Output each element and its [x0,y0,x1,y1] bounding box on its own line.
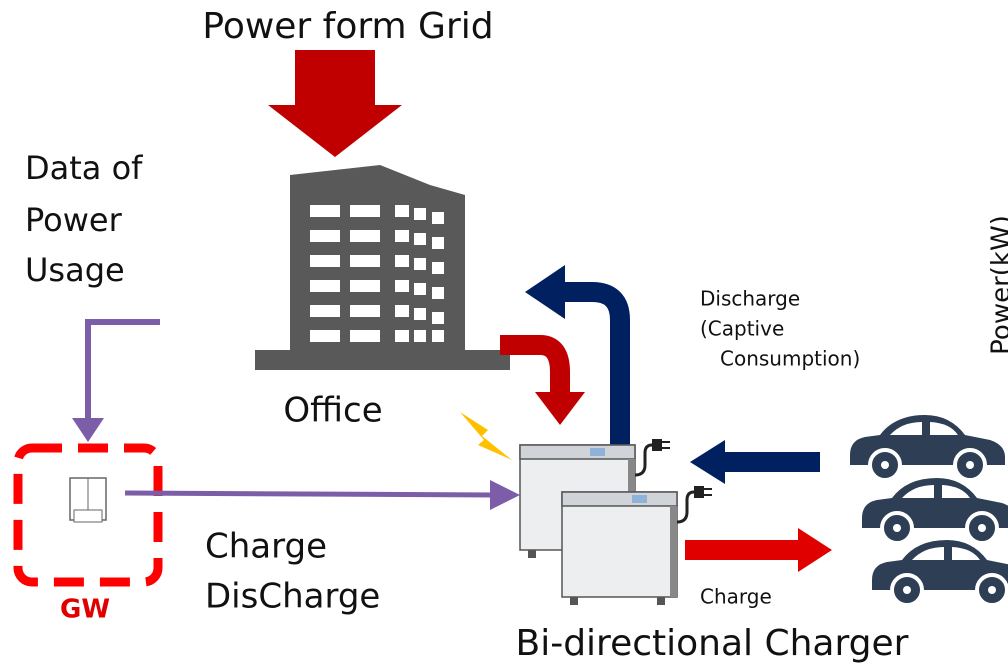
command-label: DisCharge [205,577,380,617]
data-label: Data of [25,149,143,187]
discharge-label: (Captive [700,317,784,341]
lightning-icon [460,412,512,460]
discharge-input-arrow [720,452,820,472]
axis-label: Power(kW) [987,215,1008,355]
ev-car [862,478,1008,543]
office-label: Office [283,391,382,431]
charge-label: Charge [700,585,772,609]
ev-car [850,415,1005,480]
charge-output-arrow [685,540,800,560]
gateway-label: GW [60,595,110,625]
ev-car [872,540,1008,605]
grid-arrow [268,50,402,157]
diagram: Power form Grid Office Data of Power Usa… [0,0,1008,667]
discharge-arrow-head [525,265,565,319]
supply-arrow-head [535,392,585,425]
discharge-input-arrow-head [690,440,725,484]
discharge-label: Discharge [700,287,800,311]
title: Power form Grid [202,6,493,47]
data-label: Power [25,201,123,239]
discharge-label: Consumption) [720,347,860,371]
data-arrow [88,322,160,420]
charge-output-arrow-head [798,528,832,572]
page: {"title": "Power form Grid", "data_label… [0,0,1008,667]
gateway-icon [70,478,106,522]
data-arrow-head [72,418,104,442]
command-label: Charge [205,527,327,567]
command-arrow [125,493,495,495]
office-building [255,165,510,370]
data-label: Usage [25,251,125,289]
charger-label: Bi-directional Charger [516,623,909,664]
command-arrow-head [490,480,520,510]
